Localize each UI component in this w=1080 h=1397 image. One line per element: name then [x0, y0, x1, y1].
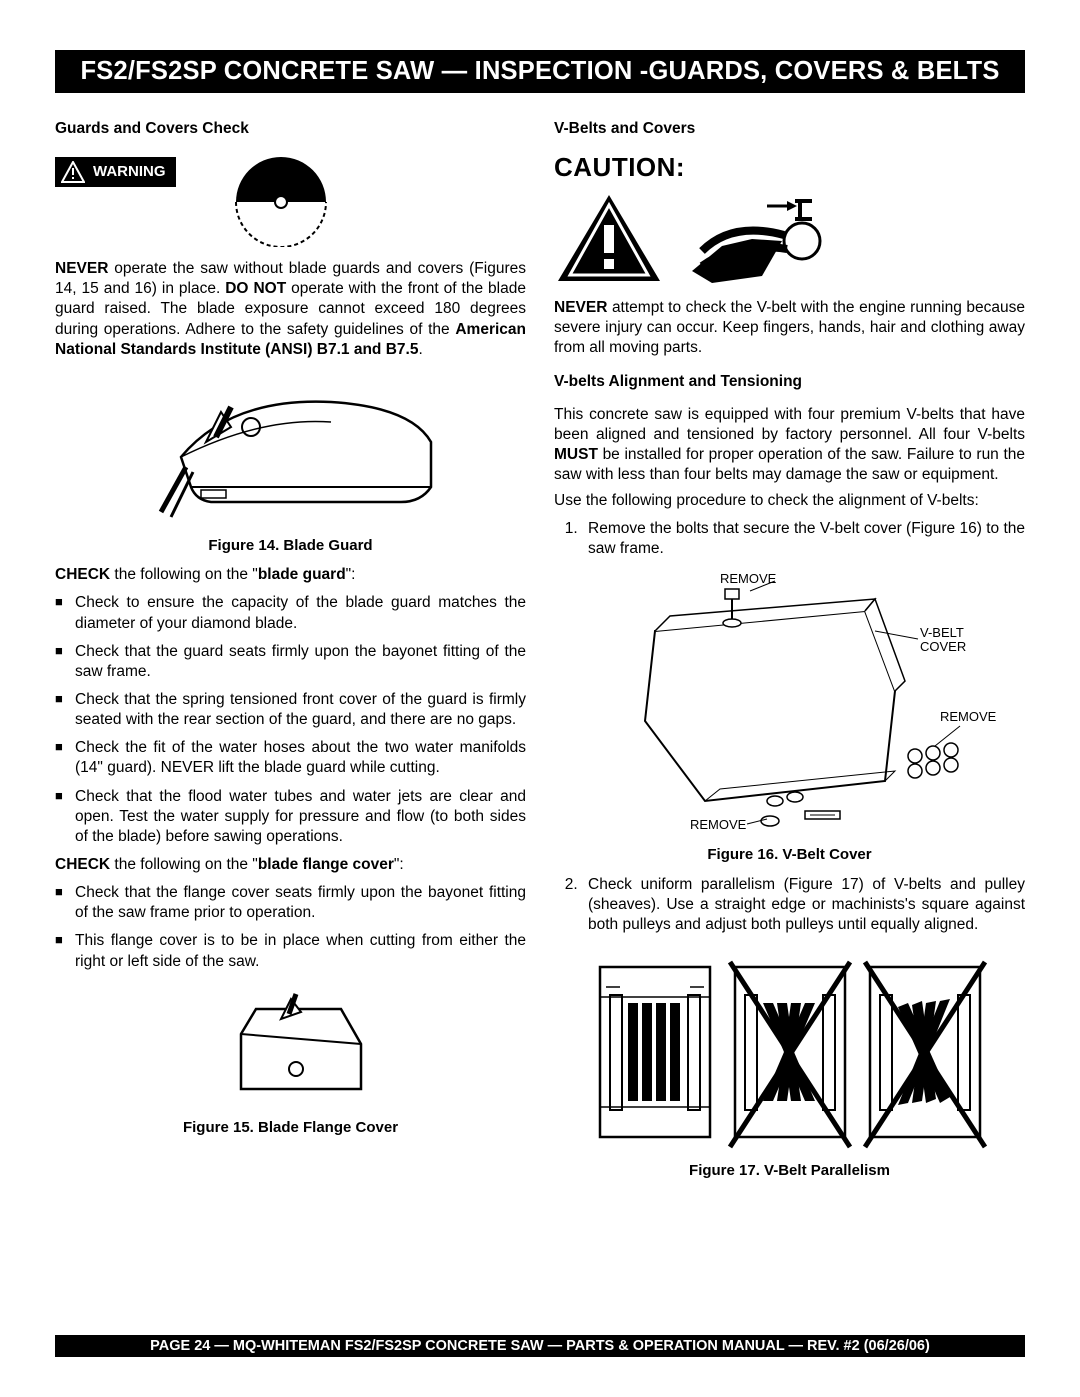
list-item: Check to ensure the capacity of the blad… — [75, 593, 526, 633]
label-vbelt: V-BELT — [920, 625, 964, 640]
caution-heading: CAUTION: — [554, 151, 1025, 185]
figure-17-caption: Figure 17. V-Belt Parallelism — [554, 1161, 1025, 1181]
panel-wrong-1 — [730, 962, 850, 1147]
never-word: NEVER — [55, 260, 108, 277]
blade-guard-checklist: Check to ensure the capacity of the blad… — [55, 593, 526, 847]
step-1: Remove the bolts that secure the V-belt … — [582, 519, 1025, 559]
vbelts-heading: V-Belts and Covers — [554, 119, 1025, 139]
content-columns: Guards and Covers Check WARNING — [55, 119, 1025, 1191]
manual-page: FS2/FS2SP CONCRETE SAW — INSPECTION -GUA… — [0, 0, 1080, 1397]
panel-wrong-2 — [865, 962, 985, 1147]
caution-icons-row — [554, 191, 1025, 286]
figure-17-parallelism-illustration — [580, 947, 1000, 1157]
never-vbelt-paragraph: NEVER attempt to check the V-belt with t… — [554, 298, 1025, 358]
donot-word: DO NOT — [225, 280, 286, 297]
guards-heading: Guards and Covers Check — [55, 119, 526, 139]
page-footer: PAGE 24 — MQ-WHITEMAN FS2/FS2SP CONCRETE… — [55, 1335, 1025, 1357]
hand-belt-hazard-icon — [682, 191, 832, 286]
warning-label: WARNING — [93, 162, 166, 182]
bolts-right — [908, 743, 958, 778]
list-item: Check that the flood water tubes and wat… — [75, 787, 526, 847]
list-item: Check that the flange cover seats firmly… — [75, 883, 526, 923]
label-cover: COVER — [920, 639, 966, 654]
page-title-bar: FS2/FS2SP CONCRETE SAW — INSPECTION -GUA… — [55, 50, 1025, 93]
bolt-top — [723, 589, 741, 627]
alignment-para-1: This concrete saw is equipped with four … — [554, 405, 1025, 486]
alignment-para-2: Use the following procedure to check the… — [554, 491, 1025, 511]
alignment-steps-2: Check uniform parallelism (Figure 17) of… — [554, 875, 1025, 935]
flange-cover-checklist: Check that the flange cover seats firmly… — [55, 883, 526, 972]
figure-15-flange-cover-illustration — [201, 984, 381, 1114]
alignment-heading: V-belts Alignment and Tensioning — [554, 372, 1025, 392]
caution-triangle-icon — [554, 191, 664, 286]
step-2: Check uniform parallelism (Figure 17) of… — [582, 875, 1025, 935]
panel-correct — [600, 967, 710, 1137]
figure-16-caption: Figure 16. V-Belt Cover — [554, 845, 1025, 865]
check-flange-cover-intro: CHECK the following on the "blade flange… — [55, 855, 526, 875]
list-item: This flange cover is to be in place when… — [75, 931, 526, 971]
figure-14-blade-guard-illustration — [131, 372, 451, 532]
list-item: Check that the spring tensioned front co… — [75, 690, 526, 730]
figure-15-caption: Figure 15. Blade Flange Cover — [55, 1118, 526, 1138]
figure-16-vbelt-cover-illustration: REMOVE V-BELT COVER REMOVE — [575, 571, 1005, 841]
never-paragraph: NEVER operate the saw without blade guar… — [55, 259, 526, 360]
left-column: Guards and Covers Check WARNING — [55, 119, 526, 1191]
blade-guard-icon — [226, 157, 336, 247]
warning-badge: WARNING — [55, 157, 176, 187]
never-word-r: NEVER — [554, 299, 607, 316]
label-remove-bottom: REMOVE — [690, 817, 747, 832]
list-item: Check that the guard seats firmly upon t… — [75, 642, 526, 682]
right-column: V-Belts and Covers CAUTION: — [554, 119, 1025, 1191]
figure-14-caption: Figure 14. Blade Guard — [55, 536, 526, 556]
label-remove-right: REMOVE — [940, 709, 997, 724]
warning-triangle-icon — [61, 161, 85, 183]
list-item: Check the fit of the water hoses about t… — [75, 738, 526, 778]
warning-row: WARNING — [55, 157, 526, 247]
alignment-steps: Remove the bolts that secure the V-belt … — [554, 519, 1025, 559]
bolts-bottom — [761, 792, 840, 826]
check-blade-guard-intro: CHECK the following on the "blade guard"… — [55, 565, 526, 585]
